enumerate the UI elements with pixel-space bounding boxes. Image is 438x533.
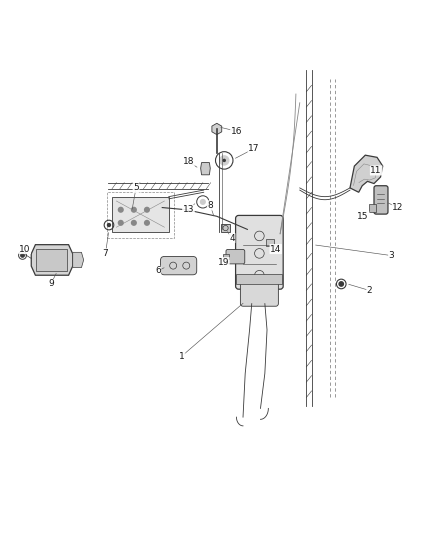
Circle shape [144,207,150,213]
Bar [112,197,169,231]
Circle shape [118,220,124,226]
Text: 15: 15 [357,212,369,221]
Text: 14: 14 [270,245,282,254]
Text: 13: 13 [183,205,194,214]
Text: 8: 8 [207,201,213,210]
Circle shape [107,223,111,227]
Polygon shape [201,163,210,175]
Text: 17: 17 [248,144,260,153]
Text: 5: 5 [133,183,139,192]
Bar [36,249,67,271]
Circle shape [339,282,343,286]
FancyBboxPatch shape [226,249,245,264]
Bar [221,224,230,232]
Text: 18: 18 [183,157,194,166]
Circle shape [144,220,150,226]
Circle shape [223,159,226,162]
Circle shape [219,155,230,166]
Circle shape [21,254,24,257]
FancyBboxPatch shape [240,279,279,306]
Text: 2: 2 [367,286,372,295]
Polygon shape [73,252,84,268]
Text: 3: 3 [389,251,394,260]
Polygon shape [212,123,222,135]
Polygon shape [31,245,73,275]
Text: 16: 16 [231,127,242,136]
Bar [369,204,376,212]
FancyBboxPatch shape [374,185,388,214]
Bar [266,239,274,246]
FancyBboxPatch shape [236,215,283,289]
FancyBboxPatch shape [160,256,197,275]
Circle shape [131,207,137,213]
Text: 11: 11 [371,166,382,175]
Bar [237,274,283,284]
Text: 4: 4 [229,233,235,243]
Bar [223,254,229,259]
Text: 7: 7 [102,249,108,258]
Bar [107,192,174,238]
Text: 9: 9 [48,279,54,288]
Text: 10: 10 [19,245,31,254]
Text: 19: 19 [218,257,229,266]
Circle shape [200,199,206,205]
Text: 6: 6 [155,266,161,276]
Polygon shape [350,155,383,192]
Circle shape [118,207,124,213]
Text: 1: 1 [179,351,185,360]
Circle shape [131,220,137,226]
Text: 12: 12 [392,203,404,212]
